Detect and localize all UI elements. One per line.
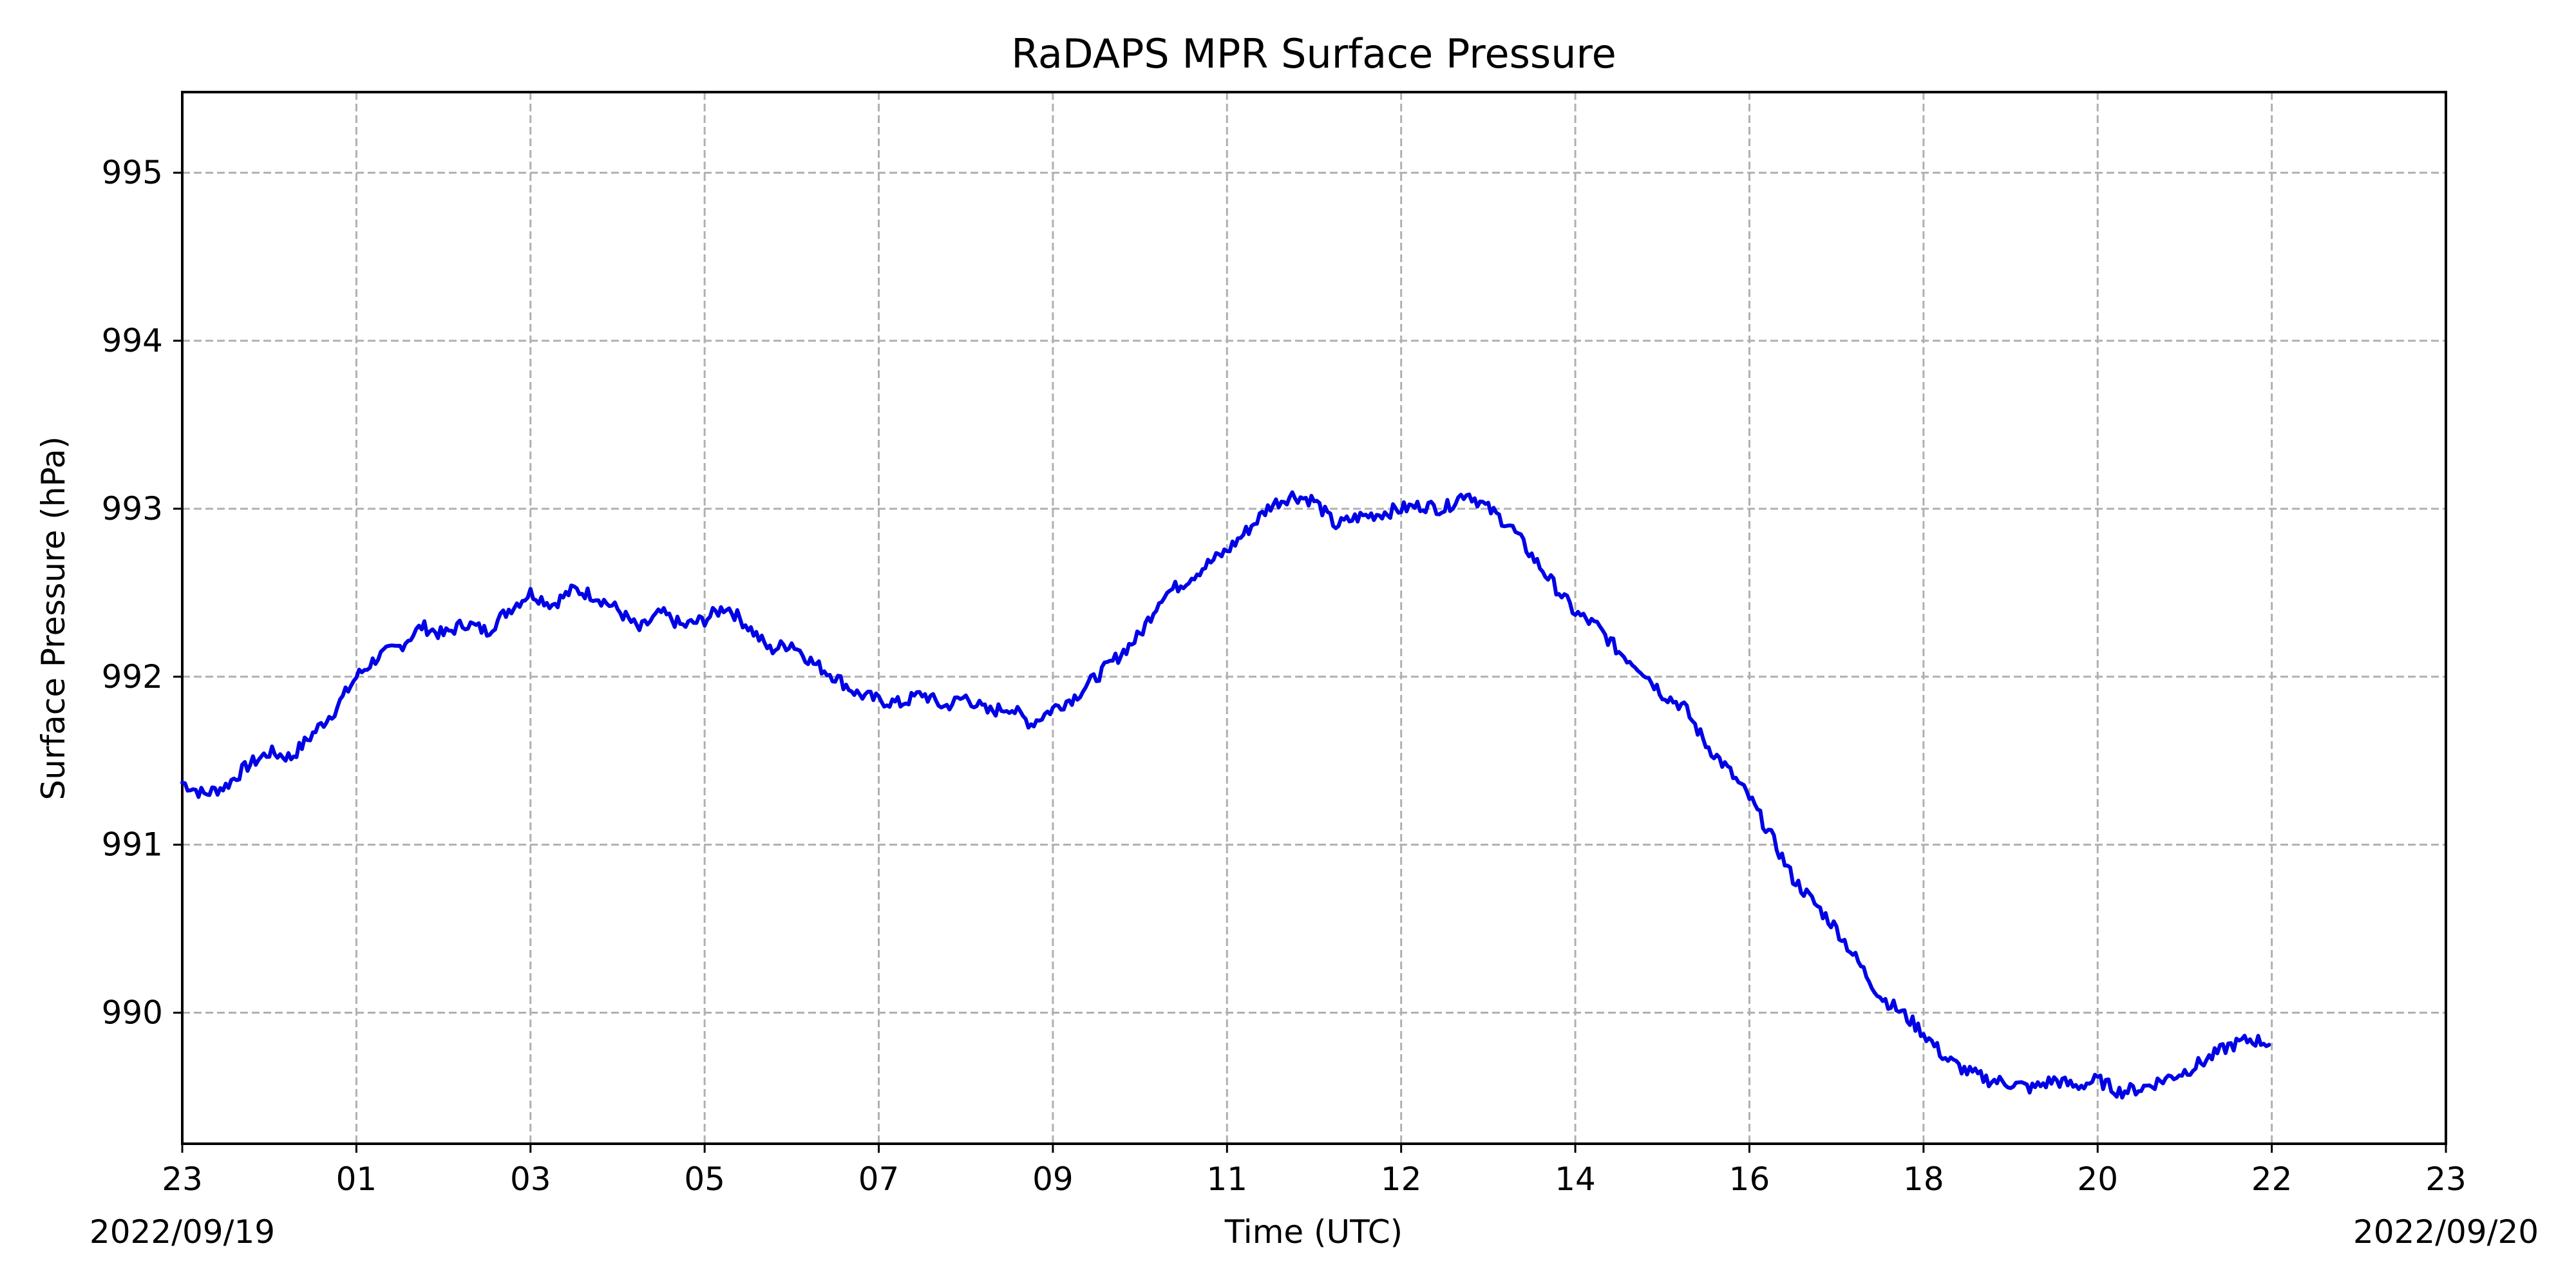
x-tick-label: 14 [1555,1160,1596,1198]
x-tick-label: 11 [1206,1160,1247,1198]
y-tick-label: 993 [102,490,163,527]
x-tick-label: 09 [1032,1160,1074,1198]
x-tick-label: 23 [2425,1160,2467,1198]
y-tick-label: 994 [102,322,163,359]
x-tick-label: 12 [1381,1160,1422,1198]
x-tick-label: 05 [684,1160,725,1198]
x-axis-label: Time (UTC) [1224,1213,1403,1251]
x-tick-label: 01 [336,1160,377,1198]
y-axis-label: Surface Pressure (hPa) [35,436,72,800]
y-tick-label: 995 [102,154,163,191]
y-tick-label: 992 [102,658,163,696]
plot-area [180,490,2271,1100]
x-tick-label: 07 [858,1160,900,1198]
x-tick-label: 23 [162,1160,203,1198]
x-tick-label: 22 [2251,1160,2293,1198]
x-tick-label: 16 [1729,1160,1770,1198]
x-axis-ticks: 23 01 03 05 07 09 11 12 14 16 18 20 22 23 [162,1144,2467,1198]
y-axis-ticks: 990 991 992 993 994 995 [102,154,182,1032]
y-tick-label: 991 [102,826,163,864]
x-date-label-end: 2022/09/20 [2353,1213,2539,1251]
x-date-label-start: 2022/09/19 [90,1213,275,1251]
x-tick-label: 18 [1903,1160,1944,1198]
x-tick-label: 20 [2077,1160,2118,1198]
y-tick-label: 990 [102,994,163,1032]
series-line-surface-pressure [180,490,2271,1100]
chart-title: RaDAPS MPR Surface Pressure [1011,30,1616,77]
x-tick-label: 03 [510,1160,551,1198]
plot-frame [181,91,2447,1145]
